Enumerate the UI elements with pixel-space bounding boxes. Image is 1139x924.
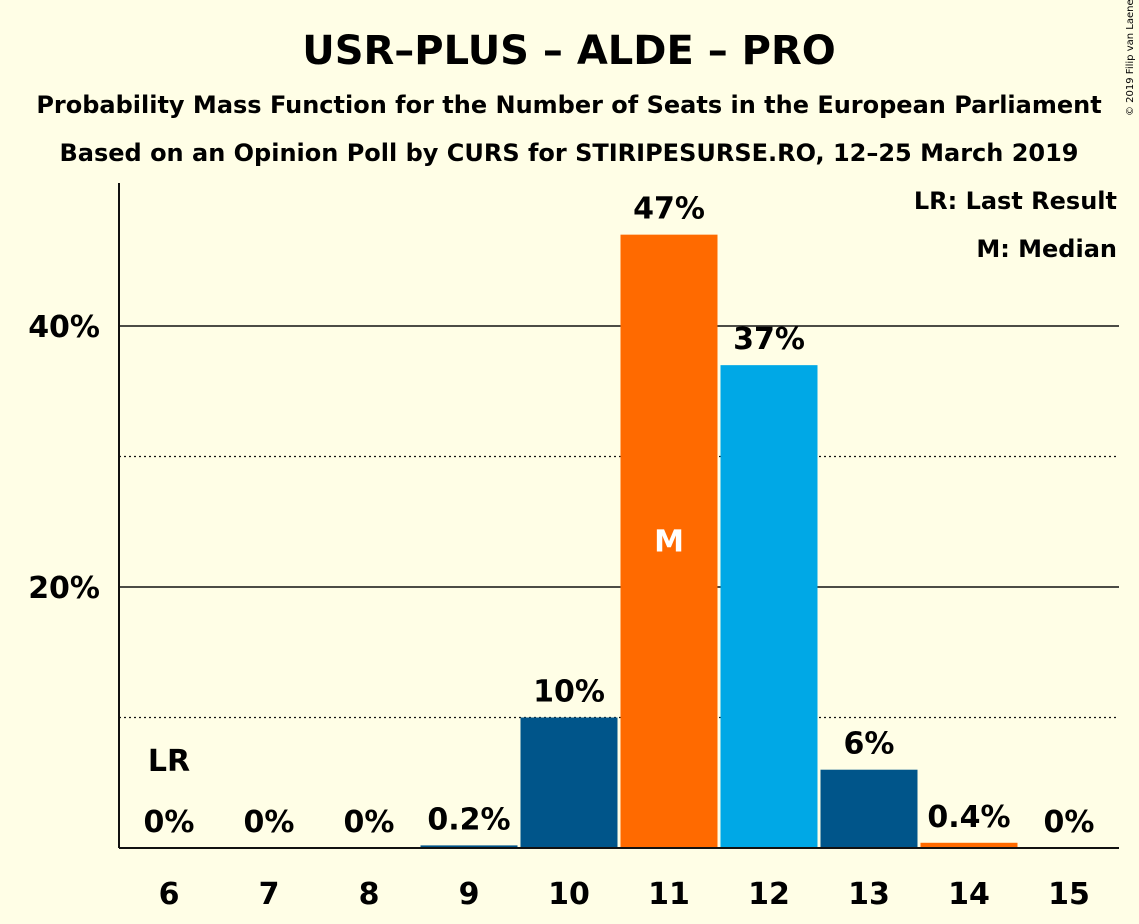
value-label-10: 10% [533, 675, 605, 710]
value-label-13: 6% [844, 727, 895, 762]
bar-10 [520, 717, 618, 848]
x-tick-7: 7 [259, 877, 280, 912]
chart-subtitle-line-1: Probability Mass Function for the Number… [36, 91, 1101, 119]
last-result-marker: LR [148, 744, 190, 779]
value-label-14: 0.4% [927, 800, 1010, 835]
axes [118, 183, 1119, 849]
x-tick-9: 9 [459, 877, 480, 912]
bar-9 [420, 845, 518, 848]
x-tick-13: 13 [848, 877, 890, 912]
value-label-11: 47% [633, 192, 705, 227]
bars [420, 234, 1018, 848]
bar-13 [820, 769, 918, 848]
x-tick-14: 14 [948, 877, 990, 912]
x-tick-6: 6 [159, 877, 180, 912]
y-tick-40%: 40% [28, 310, 100, 345]
bar-11 [620, 234, 718, 848]
chart-title: USR–PLUS – ALDE – PRO [302, 28, 836, 74]
bar-14 [920, 842, 1018, 848]
x-tick-8: 8 [359, 877, 380, 912]
x-tick-labels: 6 7 8 9 10 11 12 13 14 15 [159, 877, 1090, 912]
value-label-15: 0% [1044, 805, 1095, 840]
value-label-9: 0.2% [427, 802, 510, 837]
median-marker: M [654, 524, 684, 559]
x-tick-10: 10 [548, 877, 590, 912]
value-label-7: 0% [244, 805, 295, 840]
value-label-8: 0% [344, 805, 395, 840]
x-tick-12: 12 [748, 877, 790, 912]
legend-median: M: Median [976, 235, 1117, 263]
chart-subtitle-line-2: Based on an Opinion Poll by CURS for STI… [59, 139, 1078, 167]
copyright-notice: © 2019 Filip van Laenen [1125, 0, 1136, 116]
legend-last-result: LR: Last Result [914, 187, 1117, 215]
bar-12 [720, 365, 818, 848]
value-label-6: 0% [144, 805, 195, 840]
y-tick-20%: 20% [28, 571, 100, 606]
value-label-12: 37% [733, 322, 805, 357]
gridlines [119, 325, 1119, 719]
y-tick-labels: 20% 40% [28, 310, 100, 606]
value-labels: 0% 0% 0% 0.2% 10% 47% 37% 6% 0.4% 0% LR M [144, 192, 1095, 840]
x-tick-11: 11 [648, 877, 690, 912]
x-tick-15: 15 [1048, 877, 1090, 912]
